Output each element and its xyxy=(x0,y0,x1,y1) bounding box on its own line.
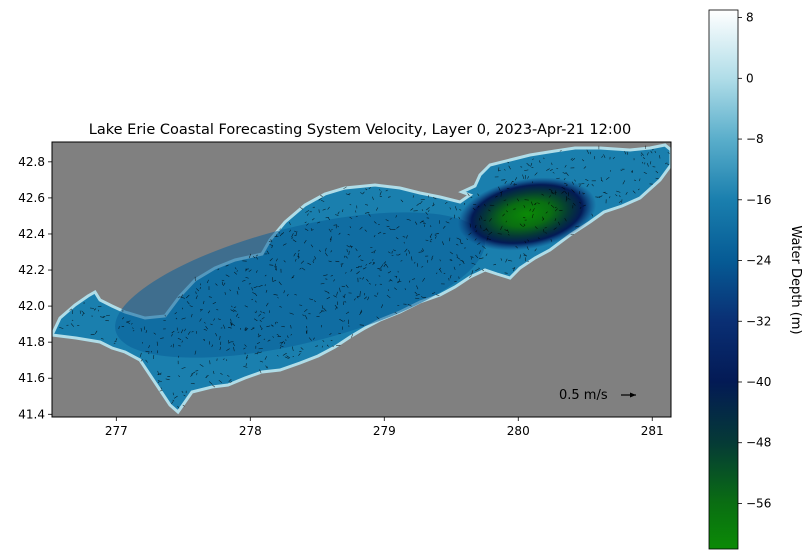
colorbar-tick-label: −56 xyxy=(746,496,771,510)
y-tick-label: 42.6 xyxy=(18,191,45,205)
central-basin-depth xyxy=(115,212,485,358)
y-tick-label: 42.2 xyxy=(18,263,45,277)
y-tick-label: 42.4 xyxy=(18,227,45,241)
x-tick-label: 281 xyxy=(641,424,664,438)
colorbar-tick-label: −48 xyxy=(746,436,771,450)
chart-title: Lake Erie Coastal Forecasting System Vel… xyxy=(89,122,631,138)
quiver-key-arrowhead xyxy=(630,392,636,398)
x-tick-label: 278 xyxy=(239,424,262,438)
colorbar-tick-label: 8 xyxy=(746,11,754,25)
colorbar-tick-label: −8 xyxy=(746,132,764,146)
colorbar-tick-label: −40 xyxy=(746,375,771,389)
quiver-arrows xyxy=(59,145,670,409)
plot-area: 277 278 279 280 281 41.4 41.6 41.8 42.0 42.2 42.4… xyxy=(18,141,672,438)
x-tick-label: 280 xyxy=(507,424,530,438)
colorbar-bar xyxy=(708,9,739,550)
y-tick-label: 41.8 xyxy=(18,335,45,349)
y-tick-label: 42.8 xyxy=(18,155,45,169)
quiver-key: 0.5 m/s xyxy=(559,388,636,403)
y-tick-label: 41.6 xyxy=(18,371,45,385)
colorbar-tick-label: −16 xyxy=(746,193,771,207)
x-axis: 277 278 279 280 281 xyxy=(105,417,664,438)
axes-frame xyxy=(51,141,672,418)
eastern-basin-depth xyxy=(457,177,597,251)
colorbar-label: Water Depth (m) xyxy=(788,225,803,334)
y-tick-label: 42.0 xyxy=(18,299,45,313)
quiver-key-label: 0.5 m/s xyxy=(559,388,608,403)
y-axis: 41.4 41.6 41.8 42.0 42.2 42.4 42.6 42.8 xyxy=(18,155,52,421)
x-tick-label: 279 xyxy=(373,424,396,438)
colorbar-tick-label: −24 xyxy=(746,254,771,268)
colorbar-tick-label: 0 xyxy=(746,71,754,85)
x-tick-label: 277 xyxy=(105,424,128,438)
colorbar-ticks: 8 0 −8 −16 −24 −32 −40 −48 −56 xyxy=(738,11,771,510)
quiver-layer xyxy=(59,145,670,409)
y-tick-label: 41.4 xyxy=(18,407,45,421)
colorbar: 8 0 −8 −16 −24 −32 −40 −48 −56 Water Depth (m) xyxy=(708,9,803,550)
colorbar-tick-label: −32 xyxy=(746,314,771,328)
